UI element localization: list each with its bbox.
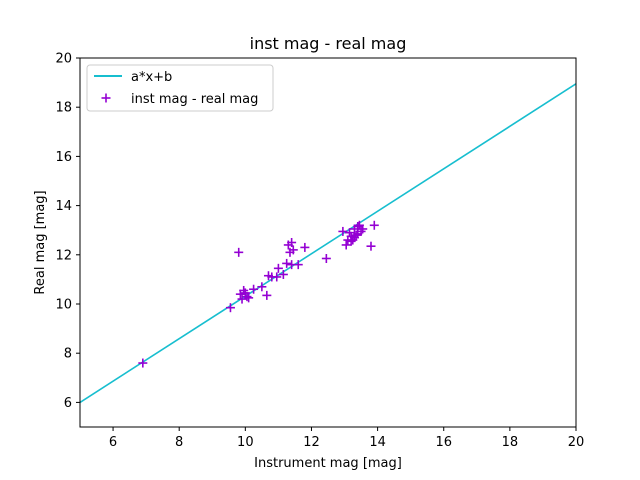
y-tick-label: 6 [64,396,72,411]
legend-label-scatter: inst mag - real mag [131,92,258,107]
y-axis: 6 8 10 12 14 16 18 20 [55,52,80,411]
data-point [287,238,297,247]
x-tick-label: 12 [303,435,320,450]
data-point [257,282,267,292]
x-axis-label: Instrument mag [mag] [254,456,402,471]
legend: a*x+b inst mag - real mag [86,64,274,112]
data-point [242,292,252,302]
x-tick-label: 8 [175,435,183,450]
y-tick-label: 10 [55,298,72,313]
chart-title: inst mag - real mag [250,34,407,53]
data-point [293,260,303,270]
x-tick-label: 6 [109,435,117,450]
fit-line [80,83,576,404]
data-point [288,245,298,255]
data-point [358,224,368,234]
y-tick-label: 12 [55,248,72,263]
data-point [225,303,235,313]
y-axis-label: Real mag [mag] [33,190,48,294]
data-point [138,358,148,368]
data-point [321,253,331,263]
data-point [278,269,288,279]
legend-box [86,64,274,112]
plot-area [80,83,576,404]
data-point [244,293,254,303]
data-point [234,247,244,257]
data-point [300,242,310,252]
x-tick-label: 18 [502,435,519,450]
data-point [273,263,283,273]
data-point [338,226,348,236]
y-tick-label: 8 [64,347,72,362]
data-point [369,220,379,230]
legend-label-line: a*x+b [131,70,172,85]
legend-marker-swatch [101,93,111,103]
data-point [237,294,247,304]
data-point [249,284,259,294]
x-tick-label: 14 [369,435,386,450]
data-point [262,290,272,300]
data-point [272,272,282,282]
data-point [351,230,361,240]
x-axis: 6 8 10 12 14 16 18 20 [109,427,584,450]
y-tick-label: 18 [55,101,72,116]
y-tick-label: 20 [55,52,72,67]
y-tick-label: 16 [55,150,72,165]
y-tick-label: 14 [55,199,72,214]
data-point [282,258,292,268]
data-point [341,240,351,250]
plot-frame [79,57,577,428]
x-tick-label: 16 [435,435,452,450]
data-point [366,241,376,251]
x-tick-label: 20 [568,435,585,450]
x-tick-label: 10 [237,435,254,450]
